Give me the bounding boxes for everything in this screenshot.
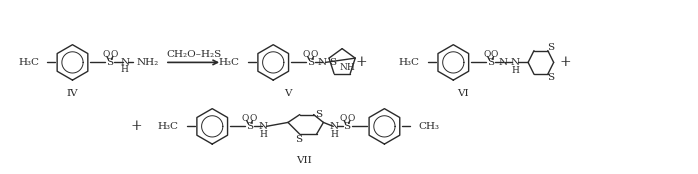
Text: O: O <box>102 50 110 59</box>
Text: H: H <box>330 130 338 139</box>
Text: O: O <box>250 114 258 123</box>
Text: O: O <box>311 50 318 59</box>
Text: N: N <box>511 58 520 67</box>
Text: NH: NH <box>339 63 355 72</box>
Text: N: N <box>259 122 268 131</box>
Text: N: N <box>120 58 129 67</box>
Text: H: H <box>260 130 267 139</box>
Text: V: V <box>284 89 292 98</box>
Text: H₃C: H₃C <box>158 122 179 131</box>
Text: O: O <box>110 50 117 59</box>
Text: +: + <box>560 55 571 69</box>
Text: H: H <box>512 66 519 75</box>
Text: S: S <box>295 135 302 144</box>
Text: CH₃: CH₃ <box>418 122 439 131</box>
Text: S: S <box>315 110 322 119</box>
Text: O: O <box>491 50 498 59</box>
Text: +: + <box>131 119 142 133</box>
Text: S: S <box>487 58 494 67</box>
Text: S: S <box>343 122 350 131</box>
Text: S: S <box>329 58 336 67</box>
Text: H₃C: H₃C <box>18 58 39 67</box>
Text: N: N <box>499 58 508 67</box>
Text: H₃C: H₃C <box>218 58 240 67</box>
Text: S: S <box>307 58 314 67</box>
Text: H: H <box>121 65 128 74</box>
Text: VII: VII <box>296 156 311 165</box>
Text: IV: IV <box>67 89 78 98</box>
Text: O: O <box>483 50 491 59</box>
Text: VI: VI <box>457 89 469 98</box>
Text: H₃C: H₃C <box>399 58 420 67</box>
Text: S: S <box>547 73 554 82</box>
Text: N: N <box>318 58 327 67</box>
Text: +: + <box>356 55 368 69</box>
Text: O: O <box>303 50 311 59</box>
Text: S: S <box>106 58 114 67</box>
Text: CH₂O–H₂S: CH₂O–H₂S <box>166 50 221 59</box>
Text: O: O <box>242 114 249 123</box>
Text: S: S <box>547 43 554 52</box>
Text: N: N <box>329 122 339 131</box>
Text: S: S <box>246 122 253 131</box>
Text: O: O <box>348 114 355 123</box>
Text: NH₂: NH₂ <box>136 58 158 67</box>
Text: O: O <box>339 114 347 123</box>
